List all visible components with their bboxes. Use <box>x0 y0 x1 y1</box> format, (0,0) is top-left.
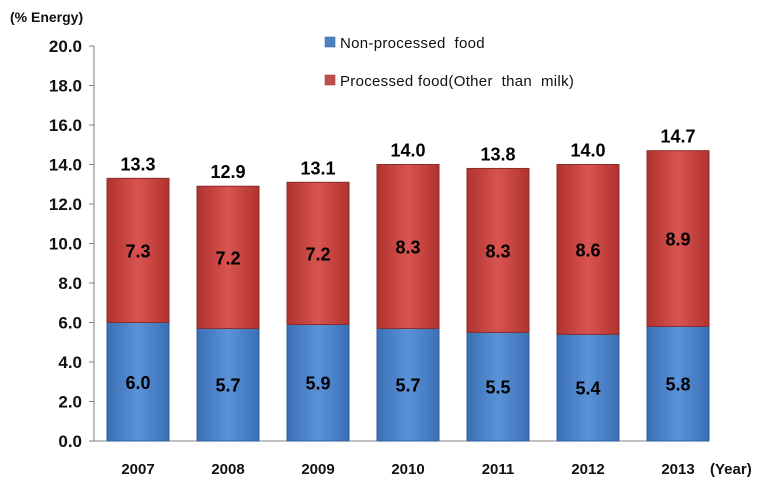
bar-segment-processed-2008 <box>196 185 260 329</box>
data-label-processed-2007: 7.3 <box>125 241 150 261</box>
x-tick-label-2010: 2010 <box>391 461 424 478</box>
data-label-processed-2011: 8.3 <box>485 241 510 261</box>
legend-label-non-processed: Non-processed food <box>340 35 485 52</box>
y-tick-label: 0.0 <box>58 432 82 451</box>
data-label-processed-2008: 7.2 <box>215 248 240 268</box>
data-label-processed-2012: 8.6 <box>575 240 600 260</box>
x-axis-unit-label: (Year) <box>710 461 752 478</box>
y-tick-label: 18.0 <box>49 77 82 96</box>
x-tick-label-2008: 2008 <box>211 461 244 478</box>
bar-segment-non-processed-2013 <box>646 325 710 442</box>
y-tick-label: 12.0 <box>49 195 82 214</box>
bar-segment-processed-2009 <box>286 181 350 325</box>
bar-segment-processed-2007 <box>106 177 170 323</box>
data-label-non-processed-2011: 5.5 <box>485 378 510 398</box>
total-label-2011: 13.8 <box>480 144 515 164</box>
y-tick-label: 6.0 <box>58 314 82 333</box>
bar-segment-non-processed-2010 <box>376 327 440 442</box>
total-label-2012: 14.0 <box>570 141 605 161</box>
data-label-non-processed-2010: 5.7 <box>395 376 420 396</box>
x-tick-label-2007: 2007 <box>121 461 154 478</box>
y-tick-label: 14.0 <box>49 156 82 175</box>
data-label-processed-2013: 8.9 <box>665 230 690 250</box>
legend: Non-processed food Processed food(Other … <box>324 35 574 90</box>
data-label-non-processed-2012: 5.4 <box>575 379 600 399</box>
total-label-2007: 13.3 <box>120 154 155 174</box>
bar-segment-processed-2012 <box>556 164 620 335</box>
bars-group: 6.0 7.3 13.3 5.7 7.2 12.9 5.9 7.2 13.1 5.7 8.3 14.0… <box>106 127 710 442</box>
bar-segment-non-processed-2007 <box>106 322 170 442</box>
data-label-non-processed-2013: 5.8 <box>665 375 690 395</box>
total-label-2013: 14.7 <box>660 127 695 147</box>
bar-segment-processed-2011 <box>466 167 530 333</box>
data-label-processed-2010: 8.3 <box>395 237 420 257</box>
total-label-2010: 14.0 <box>390 141 425 161</box>
bar-segment-non-processed-2011 <box>466 331 530 442</box>
x-tick-label-2009: 2009 <box>301 461 334 478</box>
y-axis-unit-label: (% Energy) <box>10 9 83 25</box>
y-tick-label: 20.0 <box>49 37 82 56</box>
x-axis-ticks: 2007 2008 2009 2010 2011 2012 2013 <box>121 461 694 478</box>
x-tick-label-2013: 2013 <box>661 461 694 478</box>
bar-segment-non-processed-2009 <box>286 323 350 442</box>
y-axis-ticks: 0.0 2.0 4.0 6.0 8.0 10.0 12.0 14.0 16.0 18.0 20.0 <box>49 37 94 451</box>
legend-swatch-processed <box>324 74 336 86</box>
legend-swatch-non-processed <box>324 36 336 48</box>
total-label-2009: 13.1 <box>300 158 335 178</box>
y-tick-label: 10.0 <box>49 235 82 254</box>
data-label-non-processed-2007: 6.0 <box>125 373 150 393</box>
bar-segment-non-processed-2008 <box>196 327 260 442</box>
y-tick-label: 16.0 <box>49 116 82 135</box>
data-label-non-processed-2009: 5.9 <box>305 374 330 394</box>
data-label-non-processed-2008: 5.7 <box>215 376 240 396</box>
x-tick-label-2011: 2011 <box>482 461 515 478</box>
x-tick-label-2012: 2012 <box>571 461 604 478</box>
y-tick-label: 8.0 <box>58 274 82 293</box>
total-label-2008: 12.9 <box>210 162 245 182</box>
bar-segment-processed-2010 <box>376 164 440 329</box>
y-tick-label: 2.0 <box>58 393 82 412</box>
data-label-processed-2009: 7.2 <box>305 244 330 264</box>
y-tick-label: 4.0 <box>58 353 82 372</box>
bar-segment-processed-2013 <box>646 150 710 327</box>
legend-label-processed: Processed food(Other than milk) <box>340 73 574 90</box>
